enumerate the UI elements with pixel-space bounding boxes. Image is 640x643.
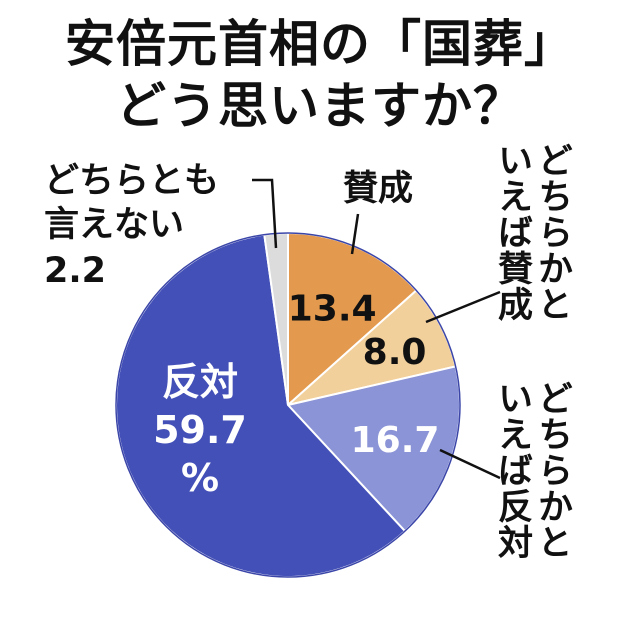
value-sansei: 13.4 bbox=[288, 288, 377, 329]
chart-title-line-1: 安倍元首相の「国葬」 bbox=[65, 15, 575, 73]
label-dochira-hantai-line2: いえば反対 bbox=[492, 380, 532, 560]
label-dochira-hantai-line1: どちらかと bbox=[532, 380, 572, 560]
value-dochira-hantai: 16.7 bbox=[351, 420, 440, 461]
leader-dochira-tomo bbox=[252, 178, 278, 249]
label-dochira-tomo-line1: どちらとも bbox=[44, 161, 220, 201]
leader-dochira-sansei bbox=[425, 290, 501, 324]
leader-sansei bbox=[350, 213, 360, 255]
leader-dochira-hantai bbox=[439, 448, 501, 480]
label-dochira-sansei-line1: どちらかと bbox=[532, 142, 572, 322]
label-sansei: 賛成 bbox=[343, 169, 414, 209]
chart-title-line-2: どう思いますか？ bbox=[116, 77, 524, 135]
pie-outline bbox=[115, 232, 461, 578]
label-dochira-sansei-line2: いえば賛成 bbox=[492, 142, 532, 322]
label-dochira-tomo-line2: 言えない bbox=[44, 205, 185, 245]
unit-hantai: % bbox=[181, 456, 219, 500]
value-dochira-tomo: 2.2 bbox=[44, 251, 107, 291]
value-dochira-sansei: 8.0 bbox=[363, 332, 427, 373]
value-hantai: 59.7 bbox=[153, 408, 247, 452]
label-hantai: 反対 bbox=[162, 360, 238, 404]
